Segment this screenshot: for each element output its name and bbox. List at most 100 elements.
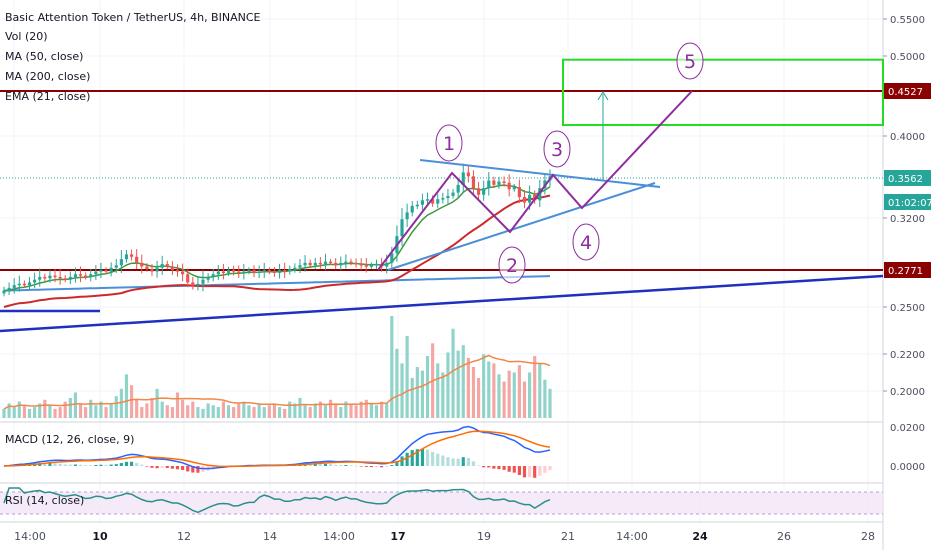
macd-histogram-bar bbox=[339, 465, 343, 466]
candle bbox=[431, 199, 435, 204]
volume-ma-line bbox=[3, 354, 551, 410]
macd-histogram-bar bbox=[114, 464, 118, 466]
candle bbox=[369, 265, 373, 267]
volume-bar bbox=[124, 374, 129, 418]
wave-label: 5 bbox=[684, 51, 696, 73]
candle bbox=[359, 264, 363, 266]
candle bbox=[201, 279, 205, 284]
macd-histogram-bar bbox=[344, 465, 348, 466]
candle bbox=[385, 262, 389, 267]
macd-histogram-bar bbox=[354, 465, 358, 467]
time-label: 19 bbox=[477, 530, 491, 543]
volume-bar bbox=[7, 403, 11, 418]
candle bbox=[7, 287, 11, 291]
candle bbox=[471, 176, 476, 189]
volume-bar bbox=[308, 407, 312, 418]
volume-bar bbox=[119, 388, 123, 418]
candle bbox=[339, 262, 343, 266]
macd-histogram-bar bbox=[175, 466, 180, 470]
volume-bar bbox=[135, 399, 139, 418]
candle bbox=[334, 262, 338, 266]
wave-label: 3 bbox=[551, 139, 563, 161]
candle bbox=[206, 276, 210, 280]
price-tick-label: 0.2500 bbox=[890, 303, 925, 314]
volume-bar bbox=[33, 407, 37, 418]
ema-legend: EMA (21, close) bbox=[5, 90, 91, 103]
macd-histogram-bar bbox=[53, 463, 57, 466]
volume-bar bbox=[303, 405, 307, 418]
volume-bar bbox=[476, 377, 481, 418]
time-label: 26 bbox=[777, 530, 791, 543]
volume-bar bbox=[58, 407, 62, 418]
volume-bar bbox=[89, 399, 93, 418]
candle bbox=[38, 276, 42, 280]
candle bbox=[318, 262, 322, 265]
candle bbox=[492, 180, 496, 185]
volume-bar bbox=[114, 396, 118, 418]
volume-bar bbox=[252, 407, 256, 418]
support-badge bbox=[884, 262, 931, 278]
volume-bar bbox=[221, 401, 226, 418]
volume-bar bbox=[283, 408, 287, 418]
volume-bar bbox=[160, 401, 164, 418]
rsi-legend: RSI (14, close) bbox=[5, 494, 85, 507]
candle bbox=[303, 262, 307, 266]
time-label: 14:00 bbox=[323, 530, 355, 543]
volume-bar bbox=[390, 316, 394, 418]
volume-bar bbox=[456, 350, 460, 418]
macd-histogram-bar bbox=[104, 464, 108, 466]
volume-bars bbox=[2, 316, 552, 418]
price-axis[interactable]: 0.5500 0.5000 0.4000 0.3200 0.2500 0.2200 0.20… bbox=[883, 15, 932, 473]
macd-histogram-bar bbox=[308, 463, 312, 466]
time-label: 17 bbox=[390, 530, 405, 543]
volume-bar bbox=[262, 407, 266, 418]
time-label: 14:00 bbox=[616, 530, 648, 543]
volume-bar bbox=[242, 401, 246, 418]
macd-histogram-bar bbox=[522, 466, 527, 478]
candle bbox=[17, 283, 21, 286]
candle bbox=[242, 271, 246, 274]
price-tick-label: 0.5500 bbox=[890, 15, 925, 26]
wave-label: 1 bbox=[443, 133, 455, 155]
candle bbox=[272, 271, 277, 274]
volume-bar bbox=[461, 345, 465, 418]
elliott-wave-path bbox=[377, 90, 693, 271]
candle bbox=[528, 194, 532, 203]
macd-histogram-bar bbox=[84, 465, 88, 466]
volume-bar bbox=[22, 405, 26, 418]
candle bbox=[298, 265, 302, 268]
macd-histogram-bar bbox=[109, 464, 113, 466]
candle bbox=[33, 279, 37, 283]
macd-histogram-bar bbox=[507, 466, 511, 472]
signal-line bbox=[3, 430, 551, 468]
macd-histogram-bar bbox=[58, 463, 62, 466]
price-tick-label: 0.3200 bbox=[890, 214, 925, 225]
candle bbox=[328, 261, 333, 264]
macd-histogram-bar bbox=[140, 464, 144, 466]
volume-bar bbox=[466, 357, 470, 418]
vol-legend: Vol (20) bbox=[5, 30, 48, 43]
volume-bar bbox=[53, 408, 57, 418]
macd-histogram-bar bbox=[425, 449, 430, 466]
time-axis[interactable]: 14:00 10 12 14 14:00 17 19 21 14:00 24 26 28 bbox=[14, 530, 875, 543]
volume-bar bbox=[359, 401, 363, 418]
candle bbox=[533, 194, 537, 201]
symbol-title: Basic Attention Token / TetherUS, 4h, BI… bbox=[5, 11, 261, 24]
macd-histogram-bar bbox=[328, 464, 333, 466]
macd-histogram-bar bbox=[538, 466, 542, 476]
candle bbox=[27, 282, 32, 286]
macd-histogram-bar bbox=[155, 466, 159, 469]
macd-histogram-bar bbox=[196, 466, 200, 473]
volume-bar bbox=[323, 405, 328, 418]
volume-bar bbox=[354, 405, 358, 418]
candle bbox=[267, 270, 271, 272]
macd-histogram-bar bbox=[405, 452, 409, 466]
volume-bar bbox=[27, 408, 32, 418]
volume-bar bbox=[522, 381, 527, 418]
candle bbox=[436, 199, 440, 204]
candle bbox=[216, 271, 220, 275]
macd-histogram-bar bbox=[482, 466, 486, 468]
volume-bar bbox=[548, 388, 552, 418]
volume-bar bbox=[451, 328, 455, 418]
